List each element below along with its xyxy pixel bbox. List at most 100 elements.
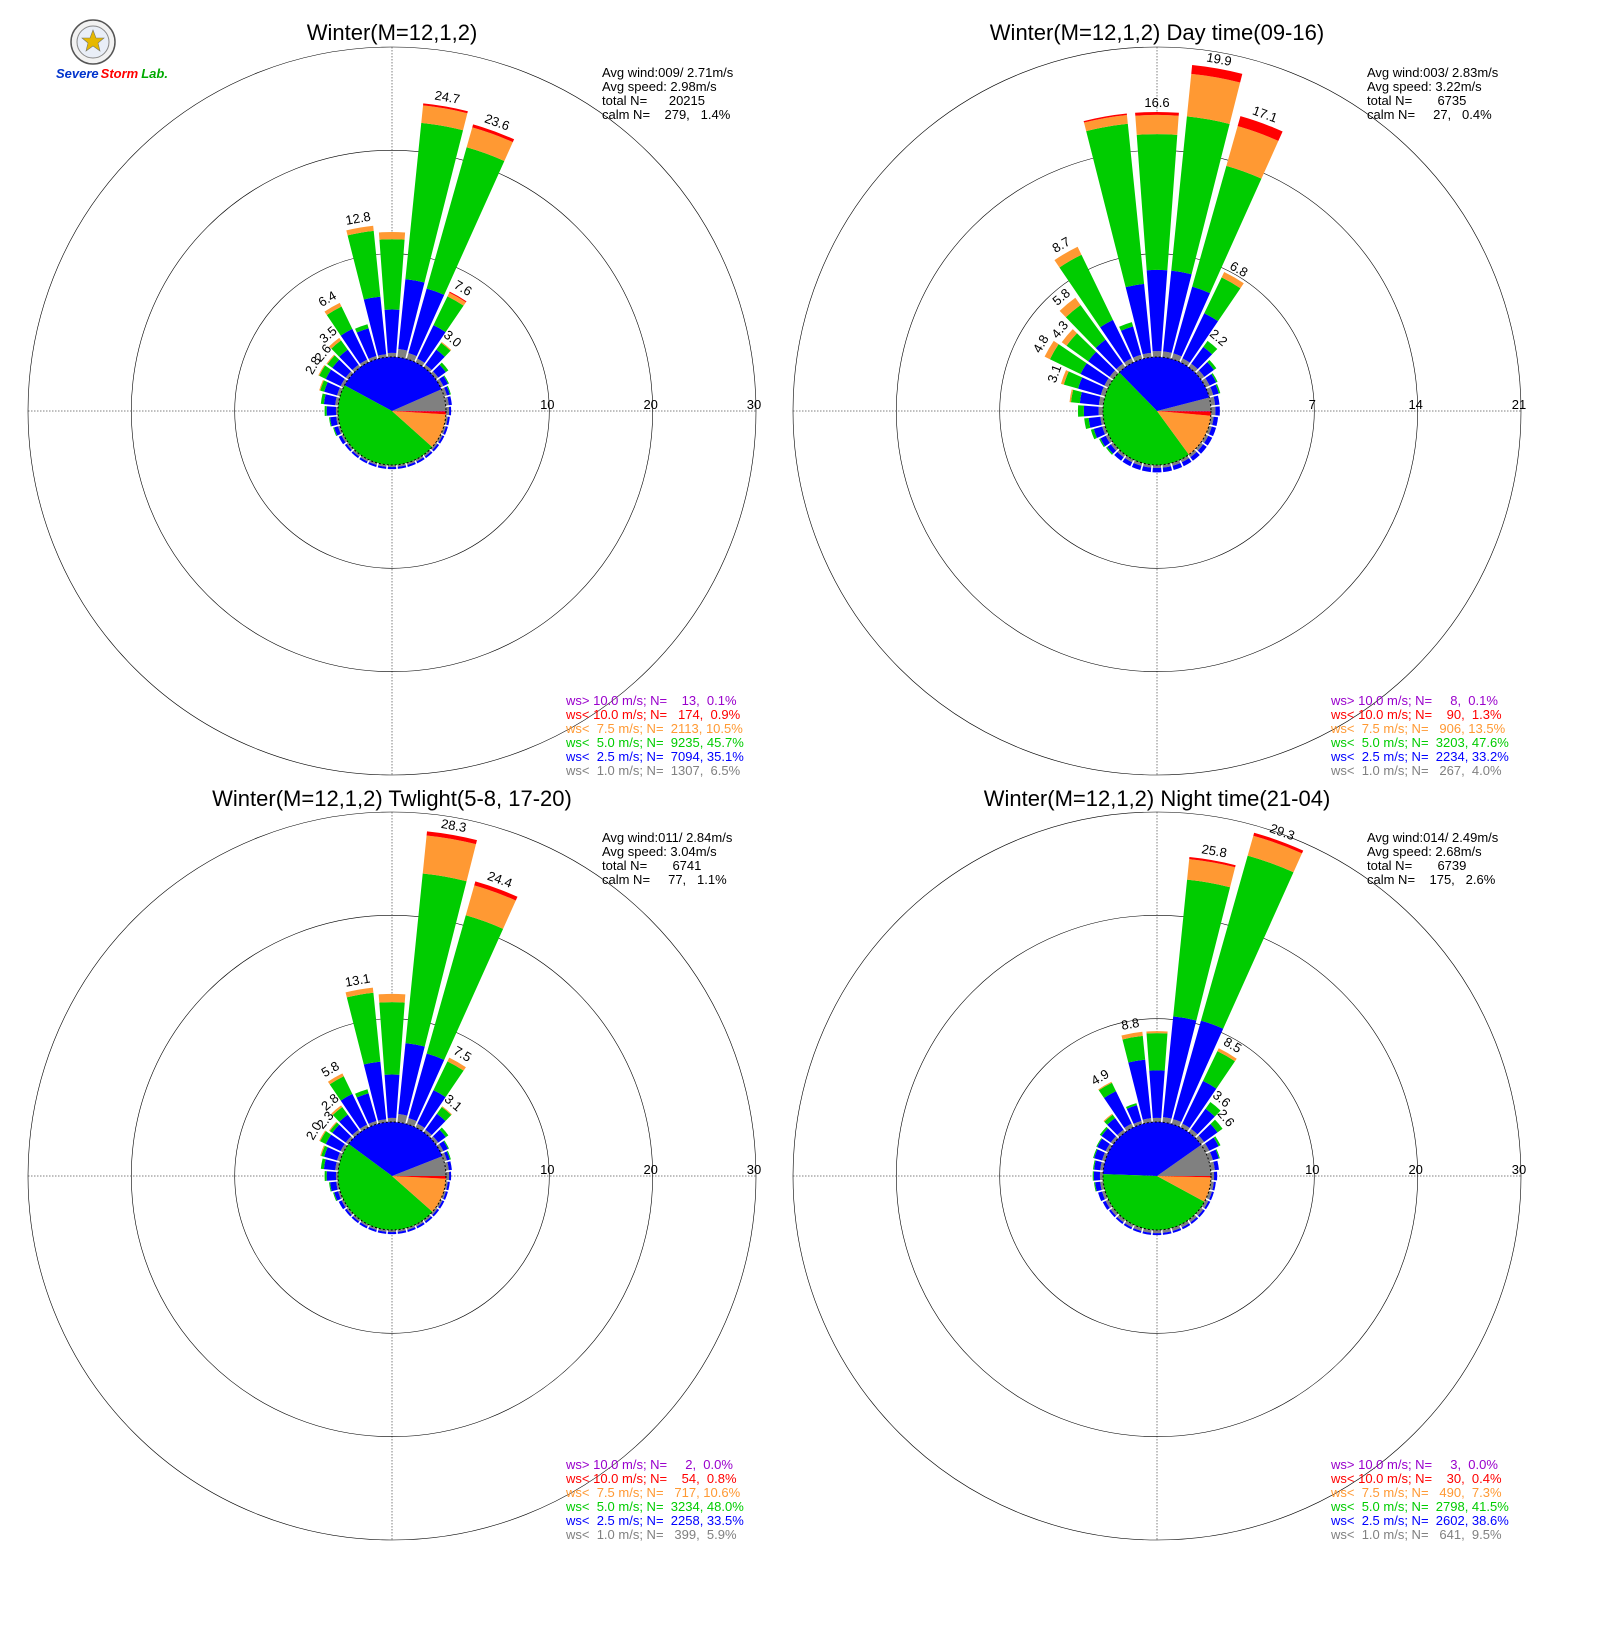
stat-line: total N= 6741 — [602, 858, 701, 873]
speed-pie — [338, 357, 446, 465]
petal-value-label: 25.8 — [1201, 841, 1229, 860]
petal-segment — [1153, 468, 1162, 473]
legend-entry: ws> 10.0 m/s; N= 13, 0.1% — [565, 693, 737, 708]
petal — [446, 1172, 451, 1181]
petal-segment — [1089, 417, 1102, 428]
petal — [325, 1171, 339, 1181]
panel-title: Winter(M=12,1,2) Night time(21-04) — [984, 786, 1331, 811]
petal-value-label: 3.1 — [1044, 363, 1064, 385]
petal-segment — [388, 467, 397, 469]
legend-label: ws< 1.0 m/s; N= — [565, 1527, 664, 1542]
petal-segment — [1153, 1233, 1162, 1235]
legend-entry: ws< 7.5 m/s; N= 2113, 10.5% — [565, 721, 743, 736]
legend-label: ws< 10.0 m/s; N= — [565, 707, 667, 722]
legend-entry: ws< 1.0 m/s; N= 641, 9.5% — [1330, 1527, 1502, 1542]
petal-segment — [324, 1159, 337, 1170]
legend-label: ws< 2.5 m/s; N= — [1330, 1513, 1429, 1528]
petal-segment — [449, 1172, 451, 1181]
legend-value: 641, 9.5% — [1429, 1527, 1502, 1542]
petal-value-label: 12.8 — [344, 209, 372, 228]
petal-segment — [347, 993, 381, 1065]
legend-value: 54, 0.8% — [667, 1471, 737, 1486]
legend-entry: ws< 7.5 m/s; N= 906, 13.5% — [1330, 721, 1506, 736]
petal — [1209, 396, 1219, 406]
legend-entry: ws< 7.5 m/s; N= 490, 7.3% — [1330, 1485, 1502, 1500]
petal-value-label: 8.8 — [1120, 1015, 1140, 1033]
ring-label: 14 — [1408, 397, 1422, 412]
petal — [1153, 465, 1162, 473]
petal — [329, 1181, 340, 1191]
petal-segment — [1078, 405, 1084, 417]
legend-label: ws< 2.5 m/s; N= — [1330, 749, 1429, 764]
legend-value: 2, 0.0% — [667, 1457, 733, 1472]
legend-entry: ws< 7.5 m/s; N= 717, 10.6% — [565, 1485, 741, 1500]
legend-value: 90, 1.3% — [1432, 707, 1502, 722]
legend-label: ws> 10.0 m/s; N= — [565, 693, 667, 708]
legend-label: ws< 7.5 m/s; N= — [1330, 721, 1429, 736]
legend-value: 267, 4.0% — [1429, 763, 1502, 778]
petal-segment — [1084, 406, 1099, 417]
legend-value: 1307, 6.5% — [664, 763, 741, 778]
petal-segment — [1187, 74, 1240, 124]
speed-pie — [1103, 1122, 1211, 1230]
petal-segment — [388, 353, 397, 357]
legend-entry: ws< 1.0 m/s; N= 399, 5.9% — [565, 1527, 737, 1542]
legend-label: ws< 1.0 m/s; N= — [1330, 763, 1429, 778]
petal-segment — [327, 406, 336, 416]
ring-label: 10 — [540, 397, 554, 412]
speed-pie — [338, 1122, 446, 1230]
petal-segment — [379, 994, 406, 1003]
petal-segment — [379, 232, 405, 240]
legend-value: 3, 0.0% — [1432, 1457, 1498, 1472]
legend-entry: ws< 10.0 m/s; N= 54, 0.8% — [565, 1471, 737, 1486]
petal-segment — [324, 394, 337, 405]
legend-entry: ws< 10.0 m/s; N= 174, 0.9% — [565, 707, 741, 722]
petal — [1153, 1230, 1162, 1235]
petal-value-label: 13.1 — [344, 971, 372, 990]
legend-value: 2258, 33.5% — [664, 1513, 745, 1528]
petal — [329, 416, 340, 426]
legend-label: ws< 7.5 m/s; N= — [565, 1485, 664, 1500]
legend-entry: ws< 1.0 m/s; N= 1307, 6.5% — [565, 763, 741, 778]
legend-value: 2798, 41.5% — [1429, 1499, 1510, 1514]
stat-line: Avg speed: 3.04m/s — [602, 844, 717, 859]
ring-label: 7 — [1309, 397, 1316, 412]
legend-entry: ws< 2.5 m/s; N= 2258, 33.5% — [565, 1513, 744, 1528]
legend-label: ws< 5.0 m/s; N= — [565, 1499, 664, 1514]
petal-value-label: 16.6 — [1144, 95, 1169, 110]
petal-segment — [1122, 1036, 1145, 1063]
panel-title: Winter(M=12,1,2) Twlight(5-8, 17-20) — [212, 786, 572, 811]
petal-segment — [1135, 115, 1178, 135]
petal-segment — [388, 1118, 397, 1122]
speed-pie — [1103, 357, 1211, 465]
petal-segment — [1094, 1171, 1100, 1180]
legend-label: ws< 2.5 m/s; N= — [565, 749, 664, 764]
ring-label: 30 — [747, 1162, 761, 1177]
legend-value: 2602, 38.6% — [1429, 1513, 1510, 1528]
legend-label: ws< 1.0 m/s; N= — [1330, 1527, 1429, 1542]
legend-entry: ws> 10.0 m/s; N= 8, 0.1% — [1330, 693, 1498, 708]
petal-value-label: 24.7 — [434, 88, 462, 107]
stat-line: calm N= 27, 0.4% — [1367, 107, 1492, 122]
legend-entry: ws> 10.0 m/s; N= 2, 0.0% — [565, 1457, 733, 1472]
stat-line: Avg wind:011/ 2.84m/s — [602, 830, 733, 845]
legend-label: ws< 1.0 m/s; N= — [565, 763, 664, 778]
legend-label: ws< 7.5 m/s; N= — [565, 721, 664, 736]
petal-segment — [1086, 124, 1144, 287]
petal — [1093, 1171, 1103, 1180]
legend-value: 906, 13.5% — [1429, 721, 1506, 736]
legend-entry: ws< 5.0 m/s; N= 3203, 47.6% — [1330, 735, 1509, 750]
legend-value: 3203, 47.6% — [1429, 735, 1510, 750]
stat-line: total N= 20215 — [602, 93, 705, 108]
petal-segment — [1137, 134, 1178, 270]
ring-label: 20 — [1408, 1162, 1422, 1177]
petal-segment — [1099, 407, 1104, 416]
legend-label: ws< 5.0 m/s; N= — [1330, 1499, 1429, 1514]
legend-label: ws< 7.5 m/s; N= — [1330, 1485, 1429, 1500]
